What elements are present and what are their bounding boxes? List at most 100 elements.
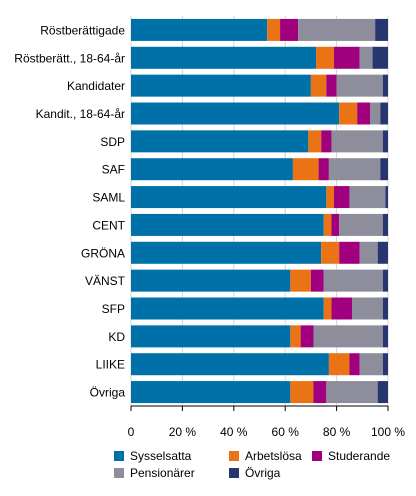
category-label: Röstberätt., 18-64-år (14, 51, 125, 65)
bar-segment (382, 74, 388, 97)
bar-segment (131, 353, 329, 376)
legend-label: Arbetslösa (245, 449, 302, 463)
legend-label: Sysselsatta (130, 449, 192, 463)
bar-segment (339, 241, 360, 264)
bar-segment (292, 158, 319, 181)
bar-segment (310, 269, 324, 292)
bar-segment (339, 213, 383, 236)
category-label: CENT (92, 218, 125, 232)
bar-segment (331, 297, 353, 320)
bar-segment (131, 325, 291, 348)
gridlines (130, 16, 389, 406)
category-label: SAML (92, 191, 125, 205)
legend: Sysselsatta Arbetslösa Studerande Pensionär… (114, 449, 390, 480)
category-label: LIIKE (96, 358, 125, 372)
bar-segment (370, 102, 381, 125)
bar-segment (267, 18, 281, 41)
bar-segment (377, 381, 388, 404)
bar-segment (131, 74, 311, 97)
bar-segment (131, 297, 324, 320)
bar-segment (323, 213, 332, 236)
x-tick-label: 80 % (323, 425, 351, 439)
bar-segment (326, 186, 335, 209)
bar-segment (375, 18, 388, 41)
x-tick-label: 0 (128, 425, 135, 439)
legend-swatch (229, 468, 239, 478)
bars (131, 18, 388, 404)
bar-segment (298, 18, 376, 41)
bar-segment (331, 130, 383, 153)
bar-segment (328, 158, 381, 181)
legend-swatch (312, 451, 322, 461)
bar-segment (280, 18, 299, 41)
bar-segment (131, 269, 291, 292)
bar-segment (359, 46, 373, 69)
bar-segment (334, 186, 350, 209)
bar-segment (300, 325, 314, 348)
category-label: Kandidater (67, 79, 125, 93)
category-label: KD (108, 330, 125, 344)
bar-segment (290, 325, 301, 348)
category-label: Röstberättigade (40, 23, 125, 37)
bar-segment (377, 241, 388, 264)
bar-segment (316, 46, 335, 69)
legend-label: Pensionärer (130, 466, 195, 480)
bar-segment (382, 353, 388, 376)
bar-segment (349, 353, 360, 376)
bar-segment (382, 130, 388, 153)
bar-segment (334, 46, 360, 69)
bar-segment (131, 18, 268, 41)
x-tick-label: 100 % (371, 425, 405, 439)
bar-segment (357, 102, 371, 125)
legend-label: Övriga (245, 466, 281, 480)
bar-segment (310, 74, 327, 97)
bar-segment (323, 297, 332, 320)
bar-segment (359, 241, 378, 264)
bar-segment (380, 102, 388, 125)
bar-segment (352, 297, 383, 320)
x-tick-label: 60 % (272, 425, 300, 439)
bar-segment (131, 381, 291, 404)
bar-segment (131, 102, 340, 125)
category-label: GRÖNA (81, 246, 125, 260)
bar-segment (131, 186, 327, 209)
bar-segment (313, 381, 327, 404)
category-label: SFP (102, 302, 125, 316)
bar-segment (382, 297, 388, 320)
bar-segment (131, 158, 293, 181)
bar-segment (339, 102, 358, 125)
legend-label: Studerande (328, 449, 390, 463)
bar-segment (372, 46, 388, 69)
bar-segment (321, 241, 340, 264)
legend-swatch (114, 468, 124, 478)
bar-segment (290, 269, 311, 292)
bar-segment (321, 130, 332, 153)
bar-segment (382, 325, 388, 348)
legend-swatch (114, 451, 124, 461)
bar-segment (382, 269, 388, 292)
category-label: Övriga (90, 386, 126, 400)
bar-segment (131, 213, 324, 236)
axes: 0 20 % 40 % 60 % 80 % 100 % Röstberättigade Rös… (14, 23, 405, 439)
bar-segment (290, 381, 314, 404)
category-label: SDP (100, 135, 125, 149)
legend-swatch (229, 451, 239, 461)
bar-segment (131, 46, 317, 69)
category-label: SAF (102, 163, 125, 177)
bar-segment (131, 130, 309, 153)
bar-segment (328, 353, 350, 376)
category-label: VÄNST (85, 274, 126, 288)
x-tick-label: 40 % (220, 425, 248, 439)
bar-segment (331, 213, 340, 236)
bar-segment (323, 269, 383, 292)
bar-segment (359, 353, 383, 376)
bar-segment (336, 74, 383, 97)
bar-segment (326, 381, 378, 404)
bar-segment (131, 241, 322, 264)
bar-segment (313, 325, 383, 348)
bar-segment (385, 186, 388, 209)
bar-segment (318, 158, 329, 181)
bar-segment (382, 213, 388, 236)
